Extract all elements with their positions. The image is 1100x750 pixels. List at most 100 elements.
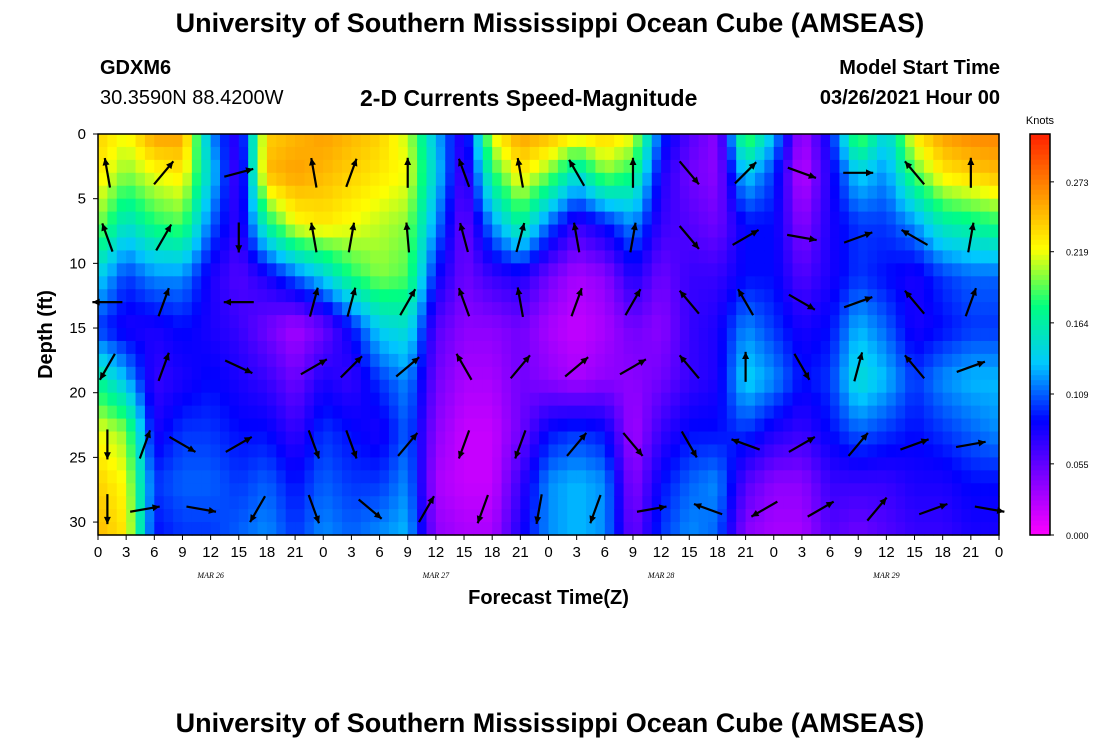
heatmap-cell — [783, 328, 794, 342]
heatmap-cell — [905, 444, 916, 458]
heatmap-cell — [116, 457, 127, 471]
heatmap-cell — [557, 224, 568, 239]
day-label: MAR 28 — [647, 571, 674, 580]
heatmap-cell — [858, 483, 869, 497]
heatmap-cell — [398, 289, 409, 303]
heatmap-cell — [980, 496, 991, 510]
heatmap-cell — [191, 522, 202, 536]
heatmap-cell — [370, 276, 381, 290]
heatmap-cell — [248, 172, 259, 187]
colorbar-segment — [1030, 169, 1050, 175]
heatmap-cell — [351, 302, 362, 316]
heatmap-cell — [614, 185, 625, 200]
heatmap-cell — [482, 457, 493, 471]
heatmap-cell — [839, 237, 850, 252]
heatmap-cell — [820, 444, 831, 458]
heatmap-cell — [304, 366, 315, 381]
heatmap-cell — [163, 522, 174, 536]
heatmap-cell — [210, 340, 221, 355]
heatmap-cell — [811, 444, 822, 458]
y-tick-label: 30 — [69, 514, 86, 531]
x-tick-label: 18 — [934, 544, 951, 561]
heatmap-cell — [811, 470, 822, 484]
heatmap-cell — [323, 522, 334, 536]
heatmap-cell — [116, 211, 127, 226]
heatmap-cell — [351, 483, 362, 497]
heatmap-cell — [914, 483, 925, 497]
heatmap-cell — [651, 263, 662, 277]
heatmap-cell — [323, 392, 334, 407]
heatmap-cell — [464, 457, 475, 471]
heatmap-cell — [370, 340, 381, 355]
heatmap-cell — [820, 457, 831, 471]
x-axis-label: Forecast Time(Z) — [468, 587, 629, 609]
heatmap-cell — [970, 509, 981, 523]
heatmap-cell — [191, 405, 202, 420]
heatmap-cell — [238, 198, 249, 213]
heatmap-cell — [567, 366, 578, 381]
heatmap-cell — [154, 483, 165, 497]
heatmap-cell — [126, 302, 137, 316]
heatmap-cell — [754, 328, 765, 342]
heatmap-cell — [220, 172, 230, 187]
heatmap-cell — [933, 457, 944, 471]
heatmap-cell — [586, 366, 597, 381]
colorbar-segment — [1030, 454, 1050, 461]
heatmap-cell — [257, 457, 268, 471]
heatmap-cell — [586, 198, 597, 213]
heatmap-cell — [201, 159, 212, 174]
heatmap-cell — [970, 237, 981, 252]
heatmap-cell — [848, 405, 859, 420]
heatmap-cell — [473, 444, 484, 458]
heatmap-cell — [604, 379, 615, 394]
heatmap-cell — [154, 509, 165, 523]
heatmap-cell — [792, 146, 803, 161]
heatmap-cell — [285, 250, 296, 264]
heatmap-cell — [492, 431, 503, 446]
heatmap-cell — [783, 185, 794, 200]
heatmap-cell — [388, 392, 399, 407]
heatmap-cell — [370, 496, 381, 510]
heatmap-cell — [745, 276, 756, 290]
heatmap-cell — [266, 146, 277, 161]
heatmap-cell — [539, 146, 550, 161]
colorbar-segment — [1030, 414, 1050, 421]
heatmap-cell — [661, 302, 672, 316]
heatmap-cell — [182, 315, 193, 329]
heatmap-cell — [839, 366, 850, 381]
heatmap-cell — [980, 211, 991, 226]
heatmap-cell — [454, 392, 465, 407]
heatmap-cell — [510, 250, 521, 264]
heatmap-cell — [163, 172, 174, 187]
heatmap-cell — [764, 366, 775, 381]
heatmap-cell — [820, 263, 831, 277]
heatmap-cell — [116, 496, 127, 510]
heatmap-cell — [604, 328, 615, 342]
heatmap-cell — [839, 263, 850, 277]
heatmap-cell — [182, 146, 193, 161]
heatmap-cell — [651, 289, 662, 303]
heatmap-cell — [388, 289, 399, 303]
heatmap-cell — [848, 198, 859, 213]
heatmap-cell — [426, 224, 437, 239]
heatmap-cell — [276, 250, 287, 264]
heatmap-cell — [482, 353, 493, 368]
heatmap-cell — [942, 289, 953, 303]
heatmap-cell — [811, 224, 822, 239]
heatmap-cell — [970, 483, 981, 497]
heatmap-cell — [783, 509, 794, 523]
heatmap-cell — [586, 444, 597, 458]
heatmap-cell — [285, 211, 296, 226]
heatmap-cell — [698, 509, 709, 523]
heatmap-cell — [876, 431, 887, 446]
heatmap-cell — [229, 159, 240, 174]
heatmap-cell — [708, 431, 719, 446]
heatmap-cell — [426, 483, 437, 497]
heatmap-cell — [708, 159, 719, 174]
heatmap-cell — [642, 328, 653, 342]
heatmap-cell — [595, 444, 606, 458]
heatmap-cell — [764, 444, 775, 458]
heatmap-cell — [220, 353, 230, 368]
heatmap-cell — [614, 134, 625, 148]
heatmap-cell — [811, 250, 822, 264]
